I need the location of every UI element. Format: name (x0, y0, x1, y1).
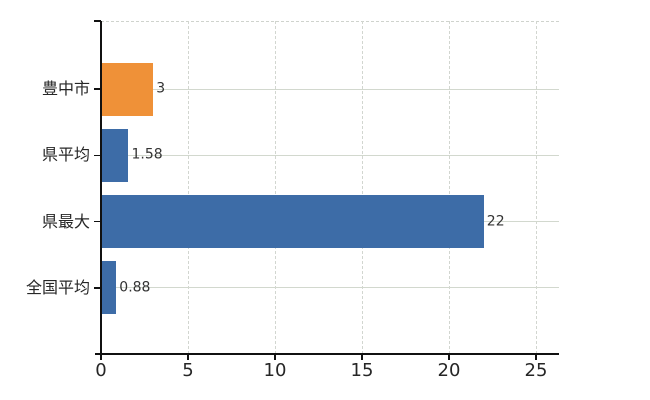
x-tick-mark (361, 354, 363, 360)
bar-value-label: 22 (486, 213, 505, 230)
category-label: 県最大 (41, 211, 90, 231)
v-gridline (274, 21, 276, 354)
bar-value-label: 1.58 (131, 147, 163, 164)
bar (102, 128, 129, 182)
v-gridline (187, 21, 189, 354)
h-gridline (101, 154, 559, 156)
y-tick-mark (94, 220, 101, 223)
x-axis-line (95, 353, 559, 355)
y-axis-top-tick (94, 20, 101, 22)
v-gridline (535, 21, 537, 354)
y-tick-mark (94, 88, 101, 90)
bar (102, 195, 484, 249)
x-tick-mark (274, 354, 276, 360)
x-tick-mark (448, 354, 450, 360)
x-tick-label: 10 (263, 360, 287, 381)
x-tick-label: 25 (524, 360, 548, 381)
h-gridline (101, 287, 559, 289)
category-label: 全国平均 (25, 277, 90, 297)
v-gridline (448, 21, 450, 354)
h-gridline (101, 88, 559, 90)
plot-top-border (101, 21, 559, 22)
x-tick-label: 15 (350, 360, 374, 381)
v-gridline (361, 21, 363, 354)
y-tick-mark (94, 287, 101, 289)
x-tick-mark (187, 354, 189, 360)
x-tick-mark (100, 354, 102, 360)
x-tick-mark (535, 354, 537, 360)
y-axis-line (100, 21, 102, 354)
y-tick-mark (94, 154, 101, 157)
x-tick-label: 5 (182, 360, 194, 381)
bar-value-label: 3 (156, 80, 166, 97)
bar (102, 261, 117, 315)
x-tick-label: 20 (437, 360, 461, 381)
category-label: 豊中市 (41, 79, 90, 98)
bar (102, 62, 154, 116)
bar-value-label: 0.88 (119, 279, 151, 296)
category-label: 県平均 (41, 145, 90, 165)
x-tick-label: 0 (95, 360, 107, 381)
